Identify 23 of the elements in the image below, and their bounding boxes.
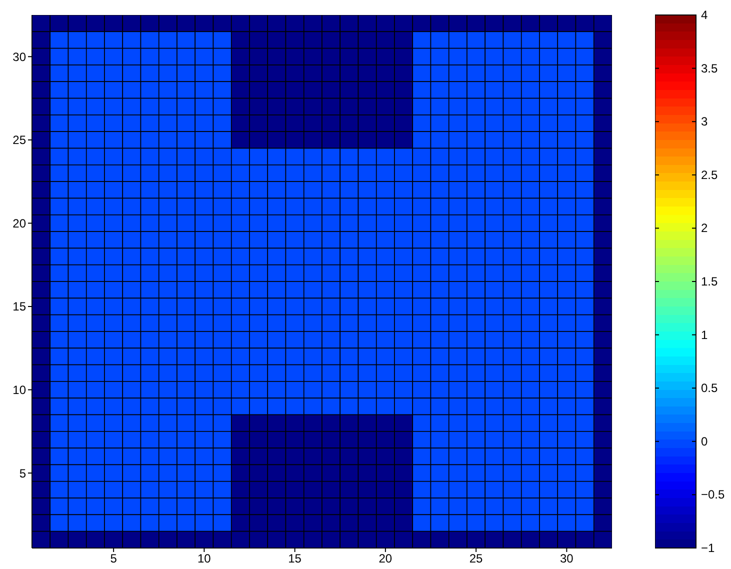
y-tick-label: 20 xyxy=(12,216,26,230)
x-tick-label: 10 xyxy=(198,552,212,566)
x-tick-label: 30 xyxy=(560,552,574,566)
y-tick-label: 25 xyxy=(12,133,26,148)
color-bar-label: 3 xyxy=(701,114,708,129)
color-bar-label: 3.5 xyxy=(701,61,718,76)
x-tick-label: 25 xyxy=(469,552,484,566)
color-bar-label: −0.5 xyxy=(701,488,726,502)
x-tick-label: 15 xyxy=(288,552,302,566)
color-bar-label: 4 xyxy=(701,8,708,22)
color-bar-label: 1.5 xyxy=(701,274,718,288)
color-bar-label: 2.5 xyxy=(701,168,718,182)
y-tick-label: 30 xyxy=(12,50,26,64)
color-bar-label: −1 xyxy=(701,541,716,555)
color-bar-label: 1 xyxy=(701,328,708,342)
y-tick-label: 5 xyxy=(19,466,26,480)
color-bar-label: 2 xyxy=(701,221,708,236)
y-tick-label: 15 xyxy=(12,300,26,314)
x-tick-label: 20 xyxy=(378,552,392,566)
color-bar-label: 0 xyxy=(701,434,708,448)
y-tick-label: 10 xyxy=(12,383,26,398)
x-tick-label: 5 xyxy=(110,552,118,566)
color-bar-label: 0.5 xyxy=(701,381,718,396)
